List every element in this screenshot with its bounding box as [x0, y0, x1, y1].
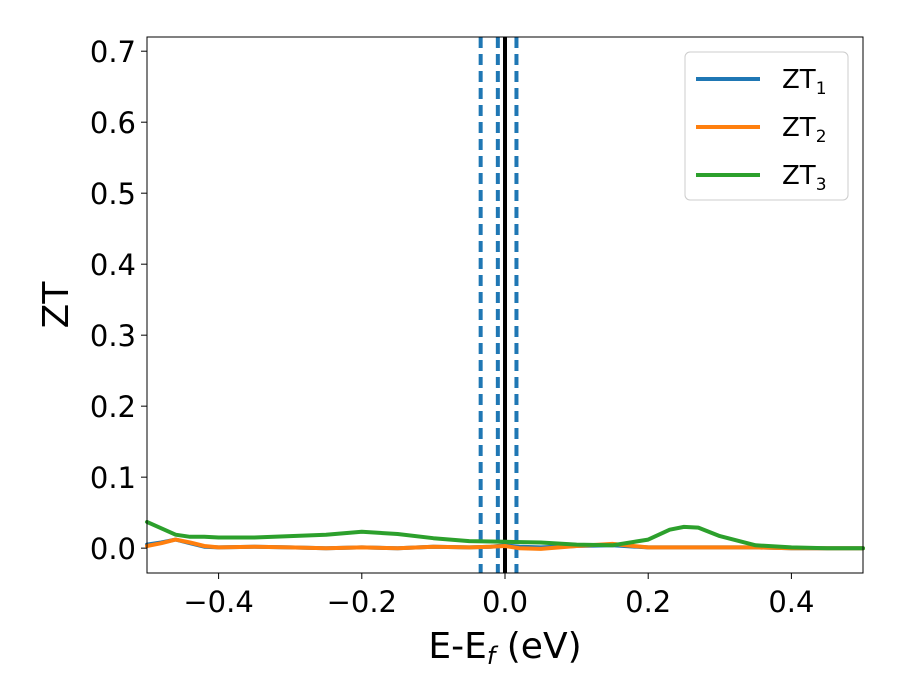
- y-tick-label: 0.1: [90, 461, 136, 495]
- y-tick-label: 0.6: [90, 106, 136, 140]
- y-axis-label: ZT: [36, 281, 77, 329]
- legend-label-1: ZT1: [782, 65, 827, 99]
- legend-label-2: ZT2: [782, 113, 827, 147]
- y-tick-label: 0.2: [90, 390, 136, 424]
- y-tick-label: 0.3: [90, 319, 136, 353]
- y-axis: 0.0 0.1 0.2 0.3 0.4 0.5 0.6 0.7: [90, 35, 147, 566]
- y-tick-label: 0.5: [90, 177, 136, 211]
- legend-box: [684, 51, 849, 201]
- legend: ZT1 ZT2 ZT3: [684, 51, 849, 201]
- x-tick-label: 0.0: [482, 585, 528, 619]
- y-tick-label: 0.4: [90, 248, 136, 282]
- x-axis-label-unit: (eV): [495, 626, 581, 667]
- reference-lines: [478, 37, 519, 573]
- x-axis: −0.4 −0.2 0.0 0.2 0.4: [183, 573, 814, 619]
- x-tick-label: −0.4: [183, 585, 253, 619]
- legend-label-3: ZT3: [782, 161, 827, 195]
- y-tick-label: 0.0: [90, 532, 136, 566]
- x-tick-label: 0.4: [768, 585, 814, 619]
- y-tick-label: 0.7: [90, 35, 136, 69]
- series-lines: [145, 519, 865, 551]
- x-tick-label: −0.2: [327, 585, 397, 619]
- legend-items: ZT1 ZT2 ZT3: [696, 65, 827, 195]
- x-axis-label: E-Ef (eV): [428, 626, 581, 670]
- x-tick-label: 0.2: [625, 585, 671, 619]
- series-line-2: [145, 537, 865, 551]
- series-line-3: [145, 519, 865, 551]
- x-axis-label-main: E-E: [428, 626, 486, 667]
